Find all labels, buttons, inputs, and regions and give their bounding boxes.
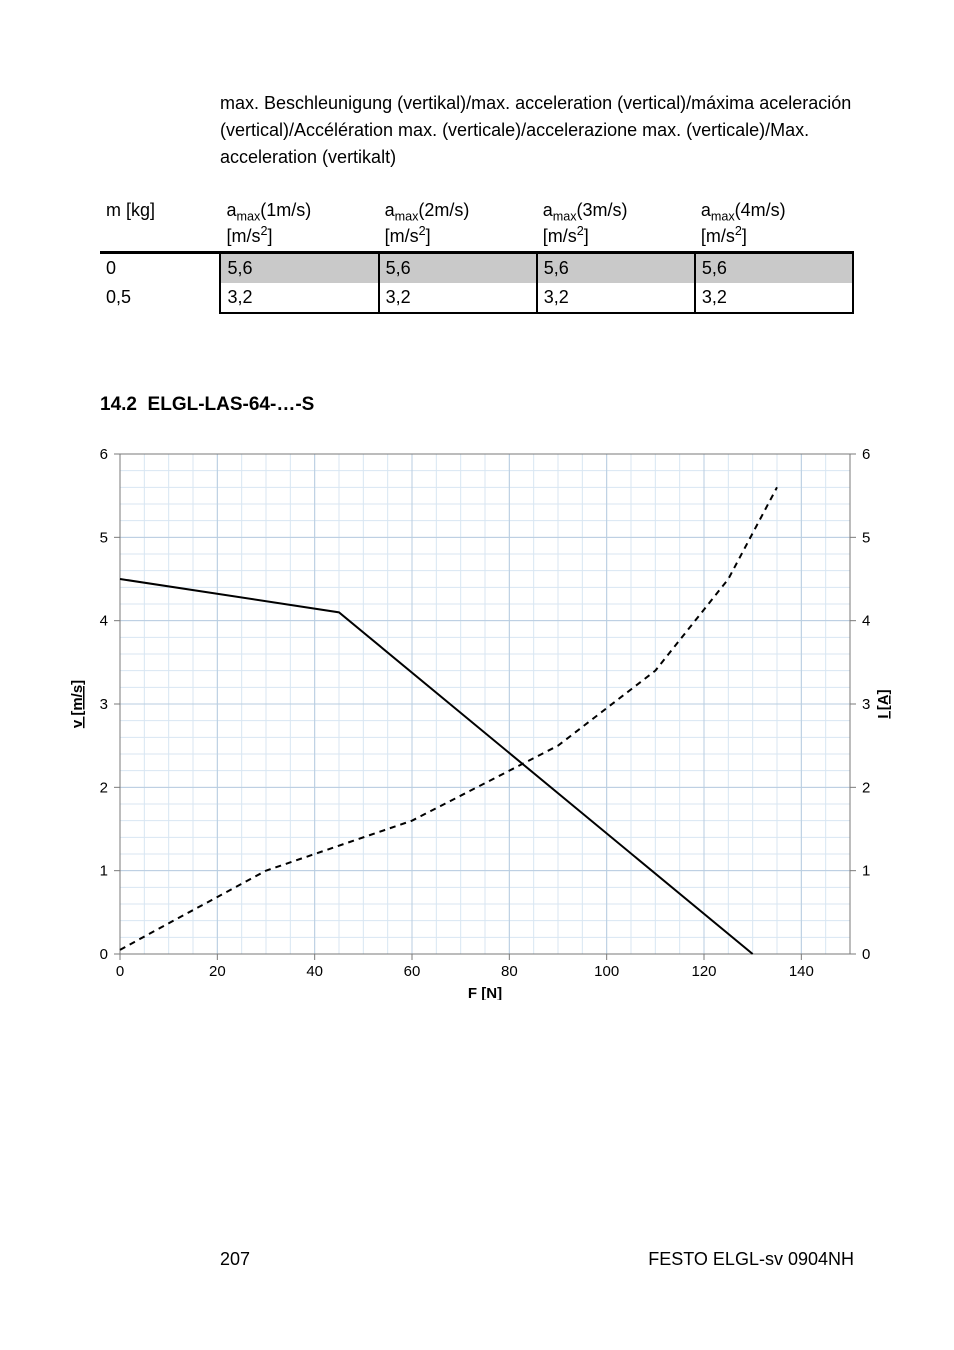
svg-text:40: 40 — [306, 963, 323, 980]
svg-text:2: 2 — [100, 779, 108, 796]
svg-text:140: 140 — [789, 963, 814, 980]
section-heading: 14.2 ELGL-LAS-64-…-S — [100, 394, 854, 416]
table-cell: 5,6 — [695, 252, 853, 283]
svg-text:5: 5 — [862, 529, 870, 546]
svg-text:1: 1 — [100, 862, 108, 879]
svg-text:100: 100 — [594, 963, 619, 980]
th-a2: amax(2m/s) [m/s2] — [379, 196, 537, 252]
table-cell: 5,6 — [537, 252, 695, 283]
svg-text:1: 1 — [862, 862, 870, 879]
acceleration-table: m [kg] amax(1m/s) [m/s2] amax(2m/s) [m/s… — [100, 196, 854, 314]
svg-text:4: 4 — [100, 612, 108, 629]
svg-text:6: 6 — [862, 446, 870, 463]
chart: 02040608010012014001234560123456F [N]v [… — [60, 440, 900, 1005]
table-cell: 0,5 — [100, 283, 220, 313]
svg-text:3: 3 — [862, 696, 870, 713]
svg-text:60: 60 — [404, 963, 421, 980]
svg-text:v [m/s]: v [m/s] — [69, 679, 86, 727]
table-caption: max. Beschleunigung (vertikal)/max. acce… — [220, 90, 854, 171]
svg-text:2: 2 — [862, 779, 870, 796]
th-m: m [kg] — [100, 196, 220, 252]
svg-text:5: 5 — [100, 529, 108, 546]
svg-text:I [A]: I [A] — [875, 689, 892, 718]
th-a1: amax(1m/s) [m/s2] — [220, 196, 378, 252]
svg-text:80: 80 — [501, 963, 518, 980]
svg-text:4: 4 — [862, 612, 870, 629]
table-cell: 5,6 — [220, 252, 378, 283]
th-a4: amax(4m/s) [m/s2] — [695, 196, 853, 252]
table-cell: 5,6 — [379, 252, 537, 283]
svg-text:0: 0 — [116, 963, 124, 980]
svg-text:F [N]: F [N] — [468, 985, 502, 1000]
svg-text:3: 3 — [100, 696, 108, 713]
th-a3: amax(3m/s) [m/s2] — [537, 196, 695, 252]
table-cell: 3,2 — [379, 283, 537, 313]
page-number: 207 — [220, 1249, 250, 1270]
table-cell: 0 — [100, 252, 220, 283]
svg-text:120: 120 — [691, 963, 716, 980]
svg-text:6: 6 — [100, 446, 108, 463]
table-cell: 3,2 — [695, 283, 853, 313]
table-cell: 3,2 — [220, 283, 378, 313]
svg-text:0: 0 — [862, 946, 870, 963]
doc-id: FESTO ELGL-sv 0904NH — [648, 1249, 854, 1270]
table-cell: 3,2 — [537, 283, 695, 313]
svg-text:20: 20 — [209, 963, 226, 980]
svg-text:0: 0 — [100, 946, 108, 963]
